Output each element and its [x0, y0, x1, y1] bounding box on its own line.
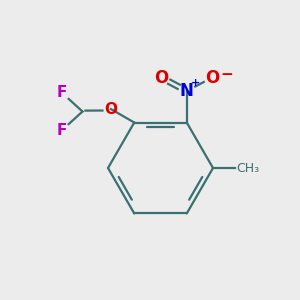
Text: O: O: [154, 68, 168, 86]
Text: CH₃: CH₃: [236, 161, 260, 175]
Text: O: O: [104, 101, 117, 116]
Text: O: O: [205, 68, 219, 86]
Text: −: −: [220, 67, 233, 82]
Text: F: F: [57, 123, 67, 138]
Text: +: +: [190, 78, 200, 88]
Text: N: N: [180, 82, 194, 100]
Text: F: F: [57, 85, 67, 100]
